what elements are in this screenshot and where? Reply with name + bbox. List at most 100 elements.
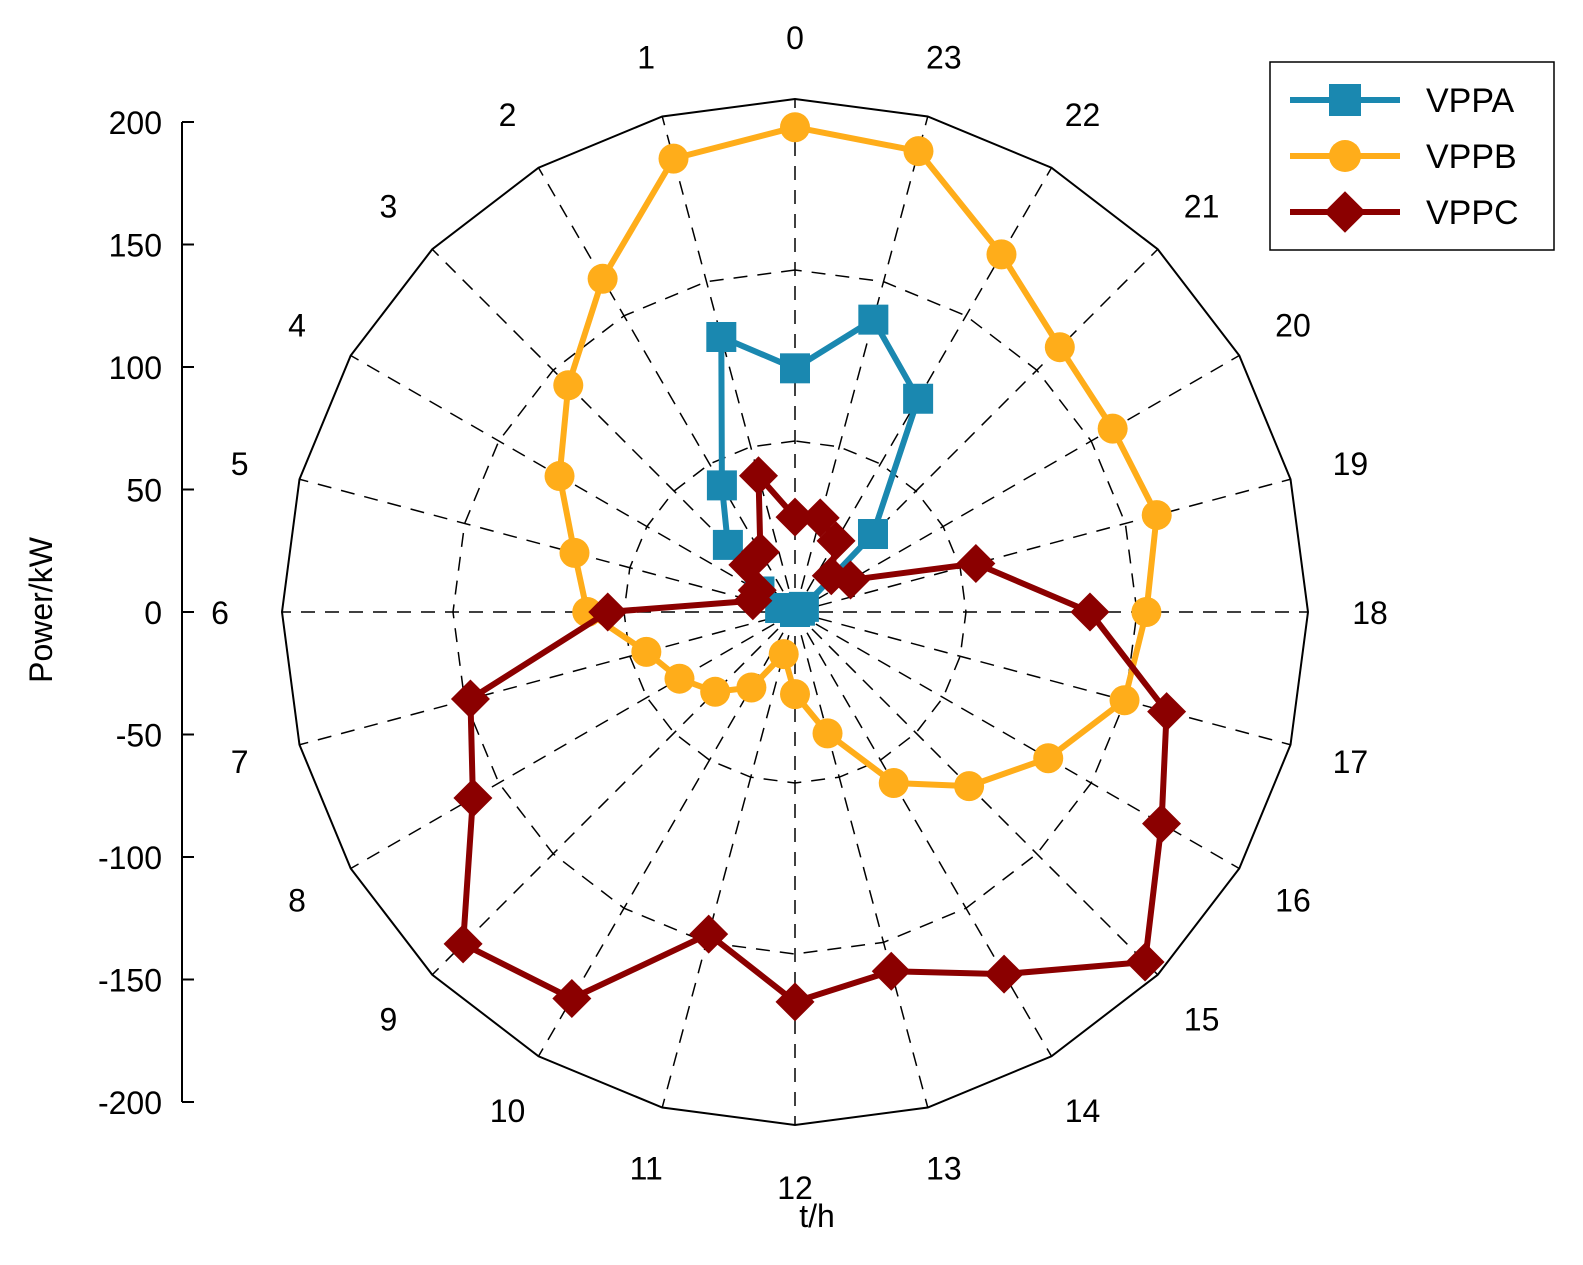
data-point <box>733 581 773 621</box>
series-vppb <box>544 112 1172 802</box>
data-point <box>775 982 815 1022</box>
grid-spoke <box>661 116 796 613</box>
data-point <box>1125 942 1165 982</box>
grid-spoke <box>299 478 796 613</box>
data-point <box>1141 500 1172 531</box>
hour-label: 18 <box>1352 595 1388 631</box>
data-point <box>780 353 810 384</box>
hour-label: 12 <box>777 1170 813 1206</box>
data-point <box>858 304 889 335</box>
legend: VPPA VPPB VPPC <box>1269 61 1555 251</box>
data-point <box>986 239 1017 270</box>
data-point <box>450 679 490 719</box>
data-point <box>775 497 815 537</box>
grid-spoke <box>794 611 1240 870</box>
legend-marker <box>1324 191 1366 233</box>
data-point <box>1097 413 1128 444</box>
hour-label: 19 <box>1333 446 1369 482</box>
data-point <box>552 979 592 1019</box>
data-point <box>1147 692 1187 732</box>
series-vppc <box>443 456 1187 1022</box>
data-point <box>443 924 483 964</box>
data-point <box>857 519 888 550</box>
y-tick-label: 100 <box>109 350 162 386</box>
left-axis: 200 150 100 50 0 -50 -100 -150 -200 <box>98 105 194 1121</box>
series-layer <box>443 112 1187 1022</box>
y-tick-label: 50 <box>126 473 162 509</box>
y-tick-label: 150 <box>109 228 162 264</box>
data-point <box>706 321 737 352</box>
grid-spoke <box>350 354 796 613</box>
hour-label: 13 <box>926 1150 962 1186</box>
hour-label: 3 <box>380 188 398 224</box>
data-point <box>1044 332 1075 363</box>
hour-label: 9 <box>380 1002 398 1038</box>
grid-spoke <box>794 611 1291 746</box>
data-point <box>587 263 618 294</box>
hour-label: 5 <box>231 446 249 482</box>
data-point <box>768 639 799 670</box>
legend-label: VPPA <box>1426 82 1515 120</box>
legend-label: VPPC <box>1426 194 1519 232</box>
y-ticks: 200 150 100 50 0 -50 -100 -150 -200 <box>98 105 194 1121</box>
y-tick-label: 200 <box>109 105 162 141</box>
hour-label: 11 <box>630 1150 663 1186</box>
x-axis-label: t/h <box>799 1198 835 1234</box>
data-point <box>812 718 843 749</box>
data-point <box>1070 592 1110 632</box>
hour-label: 4 <box>288 308 306 344</box>
hour-label: 2 <box>499 97 517 133</box>
data-point <box>878 768 909 799</box>
y-tick-label: -150 <box>98 963 162 999</box>
data-point <box>780 679 810 710</box>
data-point <box>453 778 493 818</box>
data-point <box>553 370 584 401</box>
y-axis-label: Power/kW <box>23 536 59 683</box>
data-point <box>956 544 996 584</box>
data-point <box>984 954 1024 994</box>
legend-item: VPPB <box>1290 138 1517 176</box>
hour-label: 23 <box>926 40 962 76</box>
data-point <box>811 556 851 596</box>
data-point <box>588 592 628 632</box>
legend-label: VPPB <box>1426 138 1517 176</box>
data-point <box>700 676 731 707</box>
data-point <box>780 112 810 143</box>
data-point <box>689 914 729 954</box>
data-point <box>871 951 911 991</box>
data-point <box>1033 743 1064 774</box>
data-point <box>738 456 778 496</box>
hour-label: 1 <box>637 40 655 76</box>
hour-label: 21 <box>1184 188 1220 224</box>
grid-spoke <box>794 478 1291 613</box>
hour-label: 16 <box>1275 883 1311 919</box>
data-point <box>1142 804 1182 844</box>
hour-label: 8 <box>288 883 306 919</box>
hour-label: 0 <box>786 20 804 56</box>
y-tick-label: -100 <box>98 840 162 876</box>
y-tick-label: -50 <box>116 718 162 754</box>
grid-spoke <box>299 611 796 746</box>
data-point <box>658 143 689 174</box>
data-point <box>664 663 695 694</box>
hour-label: 6 <box>211 595 229 631</box>
legend-item: VPPC <box>1290 191 1519 233</box>
grid-spoke <box>794 611 1159 976</box>
legend-marker <box>1329 140 1361 172</box>
grid-spoke <box>537 167 796 613</box>
grid-spoke <box>794 611 1053 1057</box>
data-point <box>736 672 767 703</box>
legend-item: VPPA <box>1290 82 1515 120</box>
grid-spoke <box>350 611 796 870</box>
grid-spoke <box>794 611 929 1108</box>
hour-label: 20 <box>1275 308 1311 344</box>
legend-marker <box>1329 84 1361 116</box>
hour-label: 17 <box>1333 744 1369 780</box>
hour-label: 15 <box>1184 1002 1220 1038</box>
data-point <box>800 498 840 538</box>
data-point <box>559 537 590 568</box>
grid-spoke <box>661 611 796 1108</box>
legend-items: VPPA VPPB VPPC <box>1290 82 1519 233</box>
